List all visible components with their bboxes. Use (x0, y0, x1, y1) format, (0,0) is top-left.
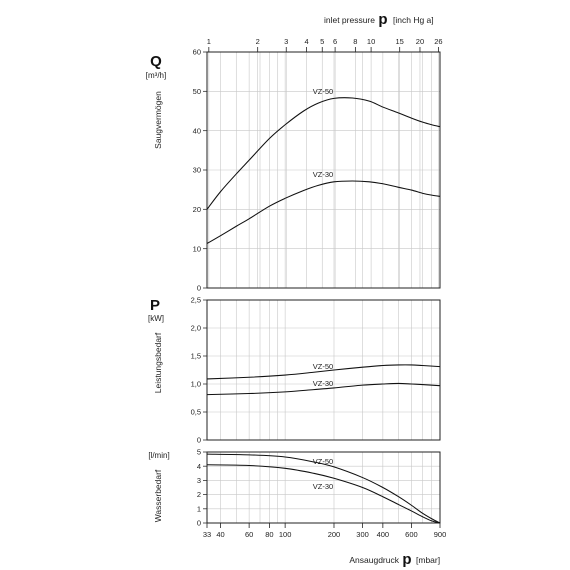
bottom-axis-tick-label: 400 (377, 530, 390, 539)
q-y-tick-label: 50 (193, 87, 201, 96)
p-panel-ylabel: Leistungsbedarf (153, 332, 163, 393)
top-axis-tick-label: 20 (416, 37, 424, 46)
top-axis-tick-label: 1 (207, 37, 211, 46)
w-y-tick-label: 3 (197, 476, 201, 485)
w-y-tick-label: 2 (197, 490, 201, 499)
p-plot-frame (206, 299, 441, 441)
q-y-tick-label: 10 (193, 244, 201, 253)
w-y-tick-label: 5 (197, 448, 201, 457)
bottom-axis-tick-label: 80 (265, 530, 273, 539)
w-curve-vz-50 (206, 453, 441, 524)
bottom-axis-tick-label: 300 (356, 530, 369, 539)
top-axis-tick-label: 8 (353, 37, 357, 46)
p-y-tick-label: 1,5 (191, 352, 201, 361)
top-axis-tick-label: 26 (434, 37, 442, 46)
w-plot-frame (206, 451, 441, 524)
bottom-axis-tick-label: 200 (328, 530, 341, 539)
p-y-tick-label: 1,0 (191, 380, 201, 389)
w-y-tick-label: 0 (197, 519, 201, 528)
bottom-axis-unit: [mbar] (416, 555, 440, 565)
q-plot-frame (206, 51, 441, 289)
top-axis-label: inlet pressure (324, 15, 375, 25)
w-curve-vz-30 (206, 464, 441, 524)
w-y-tick-label: 4 (197, 462, 201, 471)
q-panel-unit: [m³/h] (146, 71, 166, 80)
top-axis-tick-label: 2 (256, 37, 260, 46)
top-axis-unit: [inch Hg a] (393, 15, 434, 25)
q-y-tick-label: 40 (193, 126, 201, 135)
top-axis-symbol: p (378, 11, 387, 28)
q-series-label-vz50: VZ-50 (313, 87, 333, 96)
bottom-axis-symbol: p (402, 551, 411, 568)
q-panel-symbol: Q (150, 53, 162, 70)
w-series-label-vz30: VZ-30 (313, 482, 333, 491)
text-layer: inlet pressure p [inch Hg a] Ansaugdruck… (146, 11, 446, 568)
w-y-tick-label: 1 (197, 504, 201, 513)
p-curve-vz-50 (206, 364, 441, 380)
bottom-axis-tick-label: 33 (203, 530, 211, 539)
grid-layer (203, 47, 441, 528)
top-axis-tick-label: 5 (320, 37, 324, 46)
top-axis-tick-label: 3 (284, 37, 288, 46)
p-y-tick-label: 0,5 (191, 408, 201, 417)
bottom-axis-label: Ansaugdruck (349, 555, 399, 565)
w-panel-unit: [l/min] (148, 451, 169, 460)
top-axis-tick-label: 10 (367, 37, 375, 46)
bottom-axis-tick-label: 600 (405, 530, 418, 539)
p-panel-symbol: P (150, 297, 160, 314)
p-curve-vz-30 (206, 382, 441, 396)
top-axis-tick-label: 6 (333, 37, 337, 46)
bottom-axis-tick-label: 900 (434, 530, 447, 539)
top-axis-tick-label: 15 (396, 37, 404, 46)
q-series-label-vz30: VZ-30 (313, 170, 333, 179)
q-y-tick-label: 0 (197, 284, 201, 293)
q-panel-ylabel: Saugvermögen (153, 91, 163, 149)
bottom-axis-tick-label: 60 (245, 530, 253, 539)
p-series-label-vz30: VZ-30 (313, 379, 333, 388)
p-panel-unit: [kW] (148, 314, 164, 323)
p-y-tick-label: 2,5 (191, 296, 201, 305)
w-series-label-vz50: VZ-50 (313, 457, 333, 466)
q-y-tick-label: 30 (193, 166, 201, 175)
p-y-tick-label: 0 (197, 436, 201, 445)
q-y-tick-label: 20 (193, 205, 201, 214)
w-panel-ylabel: Wasserbedarf (153, 469, 163, 522)
curve-layer (206, 97, 441, 524)
q-curve-vz-30 (206, 180, 441, 245)
bottom-axis-tick-label: 100 (279, 530, 292, 539)
p-series-label-vz50: VZ-50 (313, 362, 333, 371)
q-y-tick-label: 60 (193, 48, 201, 57)
p-y-tick-label: 2,0 (191, 324, 201, 333)
q-curve-vz-50 (206, 97, 441, 210)
top-axis-tick-label: 4 (304, 37, 308, 46)
bottom-axis-tick-label: 40 (216, 530, 224, 539)
